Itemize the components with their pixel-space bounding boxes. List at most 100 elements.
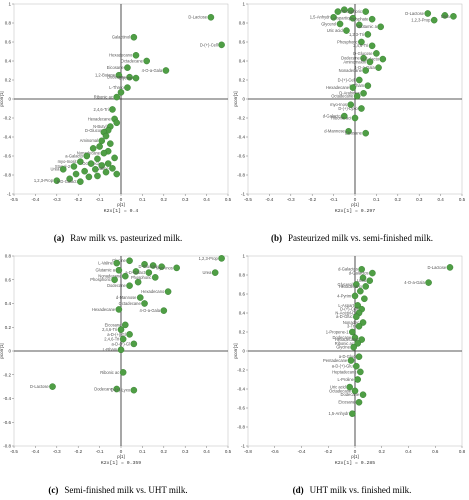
point-label: a-D-Gluc	[336, 314, 352, 319]
scatter-point	[425, 279, 432, 286]
scatter-point	[353, 92, 361, 100]
scatter-point	[85, 173, 93, 181]
point-label: Ribonic aci	[331, 115, 351, 120]
x-tick-label: 0.1	[139, 449, 146, 454]
scatter-point	[347, 7, 355, 14]
scatter-point	[346, 383, 353, 391]
x-tick-label: 0.3	[416, 197, 423, 202]
point-label: L-Rham	[349, 83, 364, 88]
scatter-point	[94, 155, 101, 163]
scatter-point	[158, 263, 165, 270]
point-label: 4-O-a-Gala	[142, 68, 163, 73]
scatter-point	[173, 264, 180, 272]
scatter-point	[218, 255, 225, 262]
y-tick-label: 0.2	[239, 78, 246, 83]
scatter-point	[160, 307, 168, 314]
x-tick-label: 0.3	[182, 197, 189, 202]
y-tick-label: 0.8	[239, 21, 246, 26]
scatter-point	[113, 93, 121, 101]
y-axis-label: pcorr[1]	[0, 91, 4, 106]
point-label: D-Glucose	[139, 264, 159, 269]
x-tick-label: 0.4	[203, 197, 210, 202]
scatter-panel-d: -0.8 -0.6 -0.4 -0.2 0 0.2 0.4 0.6 0.8 1 0.8 0.6 0.4 0…	[233, 254, 466, 467]
scatter-point	[100, 149, 108, 157]
scatter-point	[70, 163, 78, 170]
point-label: Galactinol	[112, 35, 130, 40]
point-label: D-(+)-Cell	[200, 42, 218, 47]
scatter-point	[134, 278, 142, 286]
scatter-point	[360, 90, 367, 97]
scatter-point	[358, 38, 365, 46]
point-label: D-(+)-Lyxo	[338, 106, 358, 111]
point-label: 4-O-a-Gala	[404, 280, 425, 285]
scatter-point	[441, 12, 449, 19]
point-label: Dodecane	[107, 283, 126, 288]
scatter-point	[164, 288, 172, 295]
x-tick-label: 0.4	[203, 449, 210, 454]
scatter-point	[121, 321, 129, 329]
scatter-point	[377, 23, 384, 31]
x-tick-label: -0.1	[330, 197, 338, 202]
point-label: D-(+)-Cell	[338, 77, 356, 82]
k2x-annotation: K2x[1] = 0.4	[104, 208, 139, 214]
x-tick-label: -0.2	[74, 197, 82, 202]
y-tick-label: -0.8	[3, 173, 11, 178]
point-label: a-D-(+)-Glu	[332, 364, 353, 369]
scatter-point	[340, 6, 348, 13]
scatter-point	[115, 71, 123, 79]
point-label: Urea	[357, 278, 367, 283]
point-label: D-Glucose	[353, 51, 373, 56]
scatter-point	[450, 13, 457, 20]
point-label: Urea	[51, 167, 61, 172]
point-label: Ribonic ac	[335, 341, 354, 346]
scatter-point	[121, 272, 129, 280]
scatter-point	[98, 162, 106, 169]
scatter-point	[364, 31, 372, 38]
scatter-point	[379, 55, 387, 63]
scatter-point	[368, 42, 376, 50]
scatter-point	[351, 334, 359, 342]
point-label: a-D-(+)-Gl	[111, 341, 130, 346]
y-tick-label: -0.4	[3, 396, 11, 401]
caption-panel-b: (b) Pasteurized milk vs. semi-finished mi…	[271, 233, 433, 243]
point-label: Hexadecane	[88, 116, 112, 121]
point-label: d-Galactos	[349, 271, 369, 276]
point-label: Eicosane	[105, 322, 123, 327]
caption-panel-a: (a) Raw milk vs. pasteurized milk.	[54, 233, 182, 243]
point-label: Octadecane	[121, 58, 144, 63]
scatter-point	[104, 160, 112, 167]
scatter-point	[355, 76, 363, 84]
scatter-point	[358, 105, 365, 112]
scatter-point	[349, 14, 357, 22]
point-label: D-Lactose	[427, 265, 446, 270]
scatter-point	[351, 292, 359, 300]
x-axis-label: p[1]	[351, 454, 359, 459]
point-label: D-Lactose	[188, 15, 207, 20]
x-tick-label: 0.4	[405, 449, 412, 454]
scatter-point	[349, 328, 356, 336]
point-label: Nonadecane	[339, 68, 363, 73]
y-tick-label: 0.2	[5, 325, 12, 330]
x-tick-label: -0.5	[10, 197, 18, 202]
scatter-point	[126, 331, 133, 338]
point-label: a-Galacto	[65, 153, 83, 158]
point-label: Dodecane	[341, 392, 360, 397]
point-label: 3-Tri	[347, 324, 355, 329]
point-label: Hexadecane	[326, 85, 350, 90]
x-tick-label: 0.6	[432, 449, 439, 454]
y-tick-label: -1	[241, 192, 245, 197]
scatter-point	[368, 15, 376, 23]
point-label: Dodecane	[94, 386, 113, 391]
point-label: Glycerol	[321, 21, 336, 26]
y-tick-label: -0.4	[3, 135, 11, 140]
point-label: Nonadec	[343, 320, 359, 325]
scatter-point	[354, 340, 361, 347]
scatter-point	[94, 172, 101, 180]
point-label: L-Valine	[98, 261, 113, 266]
scatter-point	[362, 129, 370, 137]
scatter-panel-c: -0.5 -0.4 -0.3 -0.2 -0.1 0 0.1 0.2 0.3 0.4 0.5 0.8 0…	[0, 254, 232, 467]
point-label: Phosphoric	[90, 277, 110, 282]
scatter-point	[347, 101, 355, 108]
scatter-point	[102, 168, 110, 176]
